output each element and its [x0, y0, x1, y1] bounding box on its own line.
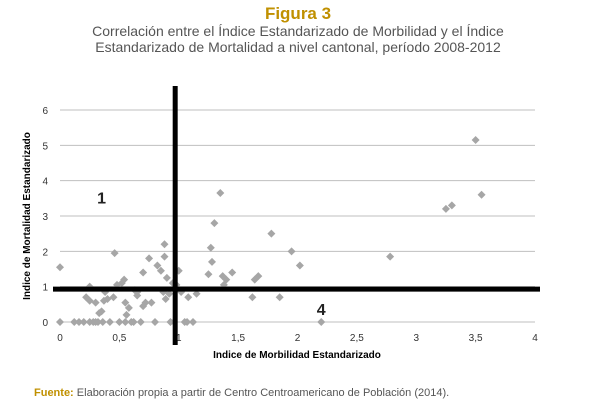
reference-lines: [53, 86, 540, 345]
y-tick-label: 5: [42, 141, 48, 152]
data-point: [204, 270, 213, 279]
data-point: [136, 318, 145, 326]
data-point: [105, 318, 114, 326]
x-tick-label: 2,5: [350, 333, 364, 344]
data-point: [228, 268, 237, 277]
data-point: [124, 303, 133, 312]
data-point: [85, 296, 94, 305]
y-axis-label: Indice de Mortalidad Estandarizado: [22, 132, 33, 300]
x-tick-labels: 0 0,5 1 1,5 2 2,5 3 3,5 4: [57, 333, 538, 344]
data-point: [471, 136, 480, 145]
x-tick-label: 2: [295, 333, 301, 344]
data-point: [139, 268, 148, 277]
data-point: [161, 295, 170, 304]
data-point: [115, 318, 124, 326]
data-point: [254, 272, 263, 281]
data-point: [110, 249, 119, 258]
data-point: [121, 298, 130, 307]
x-tick-label: 3,5: [469, 333, 483, 344]
source-text: Elaboración propia a partir de Centro Ce…: [73, 387, 450, 399]
data-point: [206, 243, 215, 252]
data-point: [183, 318, 192, 326]
figure-label: Figura 3: [264, 4, 332, 23]
data-point: [184, 293, 193, 302]
quadrant-labels: 14: [97, 191, 326, 319]
data-point: [189, 318, 197, 326]
data-point: [153, 261, 162, 270]
x-tick-label: 4: [532, 333, 538, 344]
data-points: [56, 136, 486, 326]
data-point: [248, 293, 257, 302]
data-point: [386, 252, 395, 261]
data-point: [222, 275, 231, 284]
data-point: [441, 204, 450, 213]
data-point: [56, 263, 64, 272]
data-point: [165, 289, 174, 298]
data-point: [317, 318, 326, 326]
data-point: [160, 240, 169, 249]
data-point: [210, 219, 219, 228]
data-point: [103, 295, 112, 304]
quadrant-label: 4: [317, 302, 326, 319]
data-point: [94, 318, 102, 326]
chart-title: Correlación entre el Índice Estandarizad…: [0, 23, 596, 55]
y-tick-label: 3: [42, 212, 48, 223]
data-point: [70, 318, 79, 326]
data-point: [275, 293, 284, 302]
y-tick-label: 6: [42, 106, 48, 117]
data-point: [109, 293, 118, 302]
data-point: [79, 318, 88, 326]
data-point: [75, 318, 83, 326]
data-point: [147, 298, 156, 307]
x-axis-label: Indice de Morbilidad Estandarizado: [213, 350, 381, 361]
data-point: [192, 289, 201, 298]
data-point: [129, 318, 138, 326]
data-point: [97, 307, 106, 316]
data-point: [133, 291, 142, 300]
quadrant-label: 1: [97, 191, 106, 208]
data-point: [447, 201, 456, 210]
gridlines: [60, 109, 535, 288]
y-tick-label: 0: [42, 318, 48, 329]
data-point: [151, 318, 159, 326]
x-tick-label: 1,5: [231, 333, 245, 344]
data-point: [477, 190, 486, 199]
chart-title-line-2: Estandarizado de Mortalidad a nivel cant…: [95, 39, 501, 55]
data-point: [267, 229, 276, 238]
x-tick-label: 1: [176, 333, 182, 344]
data-point: [160, 252, 169, 261]
data-point: [141, 298, 150, 307]
data-point: [287, 247, 296, 256]
data-point: [156, 266, 165, 275]
data-point: [216, 189, 225, 198]
data-point: [56, 318, 64, 326]
data-point: [98, 318, 107, 326]
y-tick-label: 1: [42, 283, 48, 294]
chart-title-line-1: Correlación entre el Índice Estandarizad…: [92, 23, 504, 39]
data-point: [120, 275, 129, 284]
data-point: [122, 310, 131, 319]
y-tick-label: 2: [42, 247, 48, 258]
y-tick-label: 4: [42, 177, 48, 188]
data-point: [295, 261, 304, 270]
data-point: [145, 254, 154, 263]
x-tick-label: 0: [57, 333, 63, 344]
y-tick-labels: 0 1 2 3 4 5 6: [42, 106, 48, 329]
source-label: Fuente:: [34, 387, 74, 399]
data-point: [162, 273, 171, 282]
source-note: Fuente: Elaboración propia a partir de C…: [34, 387, 449, 399]
x-tick-label: 0,5: [112, 333, 126, 344]
data-point: [121, 318, 130, 326]
data-point: [208, 257, 216, 266]
data-point: [91, 298, 100, 307]
x-tick-label: 3: [413, 333, 419, 344]
